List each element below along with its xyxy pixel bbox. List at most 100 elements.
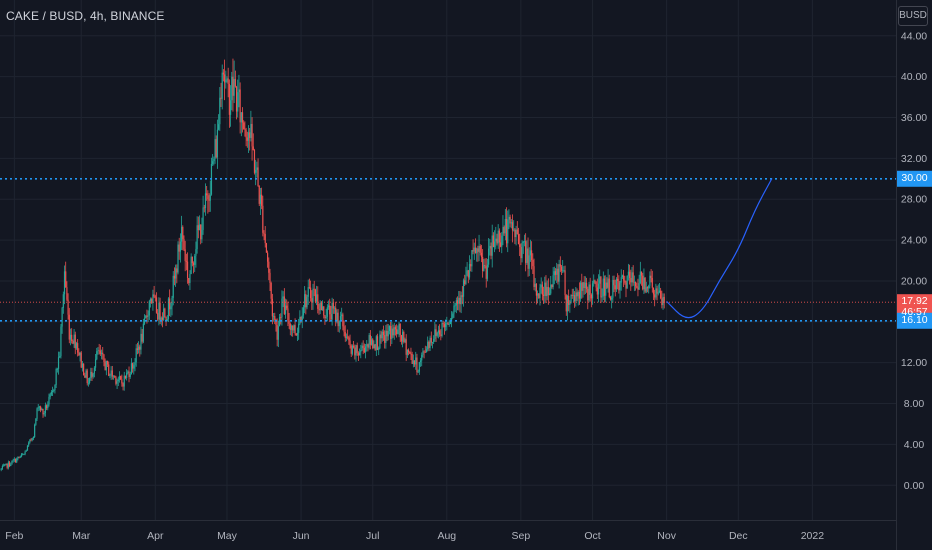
candle-body	[551, 284, 553, 288]
candle-body	[302, 307, 305, 316]
candle-body	[133, 365, 135, 369]
candle-body	[20, 454, 23, 457]
candle-body	[658, 290, 661, 293]
candle-body	[612, 279, 614, 298]
candle-body	[424, 351, 426, 353]
candle-body	[382, 331, 385, 336]
candle-body	[14, 459, 17, 463]
candle-body	[520, 247, 522, 259]
candle-body	[523, 241, 526, 243]
candle-body	[370, 339, 373, 345]
candle-body	[363, 347, 365, 353]
candle-body	[511, 222, 514, 231]
candle-body	[92, 373, 94, 377]
candle-body	[638, 283, 640, 290]
candle-body	[45, 405, 48, 409]
candle-body	[269, 272, 271, 283]
candle-body	[321, 306, 324, 311]
candle-body	[624, 280, 626, 283]
candle-body	[120, 376, 122, 380]
candle-body	[296, 332, 299, 336]
candle-body	[160, 317, 162, 321]
candle-body	[397, 329, 399, 335]
candle-body	[623, 275, 625, 281]
candle-body	[163, 308, 165, 320]
candle-body	[226, 78, 228, 80]
candle-body	[26, 445, 29, 451]
candle-body	[525, 241, 527, 263]
candle-body	[251, 123, 253, 147]
candle-body	[345, 336, 348, 338]
candle-body	[662, 296, 664, 306]
candle-body	[212, 161, 214, 164]
support-label-bg	[897, 312, 932, 329]
candle-body	[158, 302, 160, 320]
candle-body	[165, 316, 167, 322]
candle-body	[312, 288, 314, 303]
candle-body	[468, 264, 471, 278]
candle-body	[535, 283, 538, 296]
candle-body	[396, 329, 398, 335]
candle-body	[110, 370, 112, 375]
candle-body	[368, 335, 370, 348]
candle-body	[509, 216, 511, 224]
candle-body	[648, 285, 650, 289]
countdown-label: 46:57	[901, 306, 928, 319]
candle-body	[589, 284, 591, 295]
candle-body	[319, 302, 321, 311]
candle-body	[96, 351, 98, 360]
candle-body	[596, 287, 598, 295]
candle-body	[178, 244, 180, 252]
candle-body	[65, 271, 67, 288]
candle-body	[167, 298, 170, 320]
candle-body	[188, 278, 190, 283]
candle-body	[81, 363, 84, 368]
candle-body	[166, 319, 168, 322]
candle-body	[127, 371, 129, 373]
candle-body	[448, 324, 450, 325]
candle-body	[501, 235, 503, 247]
candle-body	[140, 333, 142, 350]
resistance-price-label: 30.00	[901, 171, 928, 184]
candle-body	[642, 275, 644, 290]
candle-body	[585, 282, 588, 289]
candle-body	[517, 234, 520, 245]
candle-body	[362, 345, 364, 348]
candle-body	[514, 229, 516, 238]
candle-body	[30, 439, 32, 441]
candle-body	[103, 354, 105, 363]
candle-body	[121, 379, 123, 384]
candle-body	[505, 218, 508, 244]
candle-body	[613, 279, 615, 286]
candle-body	[504, 218, 506, 234]
candle-body	[192, 263, 195, 265]
candle-body	[25, 450, 27, 452]
candle-body	[422, 351, 424, 355]
candle-body	[94, 359, 97, 368]
candle-body	[62, 294, 64, 308]
candle-body	[403, 331, 405, 343]
candle-body	[179, 241, 181, 252]
candle-body	[410, 353, 412, 355]
candle-body	[584, 282, 586, 289]
candle-body	[10, 464, 12, 467]
time-axis[interactable]: Feb Mar Apr May Jun Jul Aug Sep Oct Nov Dec 2022	[5, 530, 824, 542]
candle-body	[453, 305, 455, 314]
candle-body	[287, 308, 289, 321]
candle-body	[421, 354, 423, 361]
candle-body	[250, 123, 252, 138]
candle-body	[499, 242, 502, 247]
candle-body	[305, 294, 307, 308]
candle-body	[542, 294, 545, 296]
candle-body	[100, 352, 103, 354]
price-axis[interactable]: 0.004.008.0012.0016.0020.0024.0028.0032.…	[897, 30, 932, 492]
candle-body	[614, 285, 616, 290]
candle-body	[416, 357, 418, 373]
candle-body	[546, 286, 548, 297]
candle-body	[533, 266, 535, 287]
currency-button[interactable]: BUSD	[898, 6, 928, 26]
candle-body	[560, 266, 563, 271]
x-tick-label: May	[217, 530, 238, 542]
candle-body	[78, 352, 80, 356]
